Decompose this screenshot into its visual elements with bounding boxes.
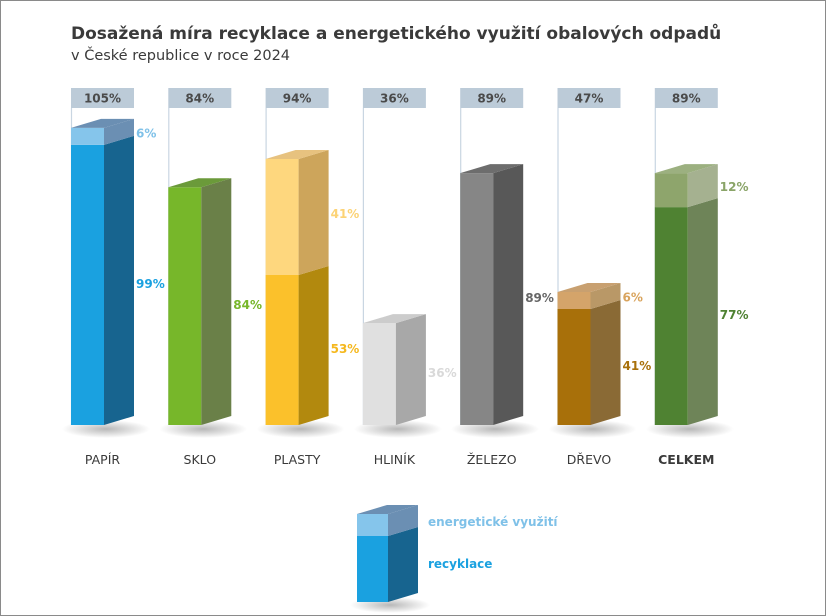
bar-recycling — [654, 207, 688, 425]
bar-top — [168, 178, 232, 188]
total-label: 105% — [84, 92, 121, 106]
category-label: ŽELEZO — [467, 452, 517, 467]
bar-energy-side — [590, 282, 621, 309]
bar-recycling — [460, 173, 494, 425]
bar-group-2: 94% 53% 41% PLASTY — [256, 88, 360, 467]
legend-label-recycling: recyklace — [428, 557, 492, 571]
total-label: 84% — [185, 92, 214, 106]
recycling-value-label: 99% — [136, 277, 165, 291]
bar-top — [460, 164, 524, 174]
bar-recycling — [168, 187, 202, 425]
bar-energy — [654, 173, 688, 208]
recycling-value-label: 36% — [428, 366, 457, 380]
total-label: 47% — [575, 92, 604, 106]
bar-recycling-side — [298, 266, 329, 425]
energy-value-label: 6% — [623, 290, 643, 304]
bar-group-4: 89% 89% ŽELEZO — [451, 88, 554, 467]
legend-swatch-recycling-side — [388, 527, 418, 602]
bar-energy — [265, 158, 299, 276]
bar-top — [362, 314, 426, 324]
bar-group-3: 36% 36% HLINÍK — [353, 88, 457, 467]
bar-top — [557, 282, 621, 292]
total-box — [557, 88, 621, 108]
category-label: PLASTY — [274, 452, 321, 467]
bar-recycling-side — [493, 164, 524, 425]
legend-swatch-energy — [357, 514, 388, 536]
recycling-value-label: 89% — [525, 291, 554, 305]
bar-energy-side — [104, 118, 134, 145]
energy-value-label: 12% — [720, 180, 749, 194]
recycling-value-label: 41% — [623, 359, 652, 373]
energy-value-label: 6% — [136, 126, 156, 140]
bar-top — [654, 164, 718, 174]
bar-recycling-side — [201, 178, 232, 425]
bar-recycling-side — [104, 135, 134, 425]
bar-recycling — [71, 144, 104, 425]
category-label: DŘEVO — [567, 452, 612, 467]
bar-energy — [71, 127, 104, 145]
bar-recycling — [265, 275, 299, 425]
bar-group-0: 105% 99% 6% PAPÍR — [62, 88, 165, 467]
bar-energy — [557, 291, 591, 309]
total-label: 36% — [380, 92, 409, 106]
legend-label-energy: energetické využití — [428, 515, 558, 529]
category-label: CELKEM — [658, 452, 714, 467]
legend-swatch-recycling — [357, 536, 388, 602]
total-box — [265, 88, 329, 108]
bar-top — [71, 118, 134, 128]
bar-recycling — [362, 323, 396, 425]
chart-title: Dosažená míra recyklace a energetického … — [71, 24, 722, 44]
total-label: 94% — [283, 92, 312, 106]
total-box — [362, 88, 426, 108]
total-box — [654, 88, 718, 108]
recycling-value-label: 77% — [720, 308, 749, 322]
bar-group-5: 47% 41% 6% DŘEVO — [548, 88, 652, 467]
total-label: 89% — [477, 92, 506, 106]
bar-recycling-side — [590, 299, 621, 425]
bar-group-1: 84% 84% SKLO — [159, 88, 262, 467]
energy-value-label: 41% — [331, 207, 360, 221]
bar-recycling-side — [687, 198, 718, 425]
total-box — [168, 88, 232, 108]
bars-layer: 105% 99% 6% PAPÍR 84% 84% SKLO 94% 53% 41% PLASTY 3… — [62, 88, 749, 467]
chart-subtitle: v České republice v roce 2024 — [71, 48, 291, 64]
recycling-value-label: 84% — [233, 298, 262, 312]
legend-swatch-top — [357, 505, 418, 514]
bar-recycling — [557, 308, 591, 425]
recycling-value-label: 53% — [331, 342, 360, 356]
bar-recycling-side — [395, 314, 426, 425]
total-label: 89% — [672, 92, 701, 106]
bar-top — [265, 149, 329, 159]
category-label: PAPÍR — [85, 452, 121, 467]
bar-group-6: 89% 77% 12% CELKEM — [645, 88, 749, 467]
legend: energetické využití recyklace — [350, 505, 558, 613]
category-label: HLINÍK — [374, 452, 416, 467]
total-box — [71, 88, 134, 108]
category-label: SKLO — [184, 452, 217, 467]
bar-energy-side — [298, 149, 329, 276]
legend-swatch-energy-side — [388, 505, 418, 536]
total-box — [460, 88, 524, 108]
bar-energy-side — [687, 164, 718, 208]
